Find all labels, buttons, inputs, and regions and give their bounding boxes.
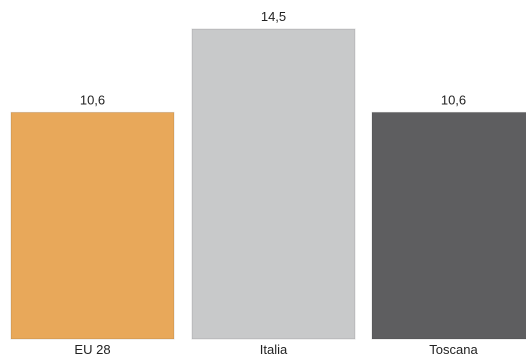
category-label-toscana: Toscana <box>429 342 478 357</box>
bar-eu-28 <box>10 111 175 340</box>
value-label-eu-28: 10,6 <box>80 92 105 107</box>
bar-toscana <box>371 111 526 340</box>
value-label-italia: 14,5 <box>261 9 286 24</box>
category-label-italia: Italia <box>260 342 288 357</box>
bar-italia <box>191 28 356 340</box>
value-label-toscana: 10,6 <box>441 92 466 107</box>
category-label-eu-28: EU 28 <box>74 342 110 357</box>
